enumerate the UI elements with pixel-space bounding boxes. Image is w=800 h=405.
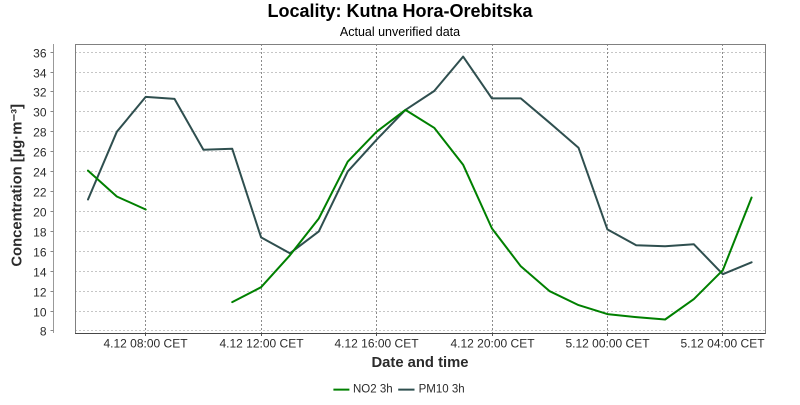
svg-text:4.12 16:00 CET: 4.12 16:00 CET	[334, 337, 419, 351]
svg-text:26: 26	[33, 145, 47, 159]
svg-text:30: 30	[33, 105, 47, 119]
svg-text:Actual unverified data: Actual unverified data	[340, 25, 460, 39]
svg-text:28: 28	[33, 125, 47, 139]
svg-text:12: 12	[33, 285, 47, 299]
svg-text:14: 14	[33, 265, 47, 279]
svg-text:10: 10	[33, 305, 47, 319]
svg-text:18: 18	[33, 225, 47, 239]
svg-text:22: 22	[33, 185, 47, 199]
svg-text:20: 20	[33, 205, 47, 219]
svg-text:24: 24	[33, 165, 47, 179]
svg-text:PM10 3h: PM10 3h	[419, 384, 465, 396]
svg-text:4.12 20:00 CET: 4.12 20:00 CET	[450, 337, 535, 351]
svg-text:Locality: Kutna Hora-Orebitska: Locality: Kutna Hora-Orebitska	[267, 1, 533, 21]
svg-text:4.12 12:00 CET: 4.12 12:00 CET	[219, 337, 304, 351]
svg-text:NO2 3h: NO2 3h	[353, 384, 393, 396]
svg-text:16: 16	[33, 245, 47, 259]
svg-text:8: 8	[40, 324, 47, 338]
svg-text:Date and time: Date and time	[371, 355, 468, 371]
svg-text:32: 32	[33, 85, 47, 99]
svg-text:34: 34	[33, 66, 47, 80]
svg-text:5.12 04:00 CET: 5.12 04:00 CET	[680, 337, 765, 351]
svg-text:Concentration [µg·m⁻³]: Concentration [µg·m⁻³]	[10, 104, 26, 267]
svg-text:5.12 00:00 CET: 5.12 00:00 CET	[565, 337, 650, 351]
svg-text:36: 36	[33, 46, 47, 60]
svg-text:4.12 08:00 CET: 4.12 08:00 CET	[103, 337, 188, 351]
